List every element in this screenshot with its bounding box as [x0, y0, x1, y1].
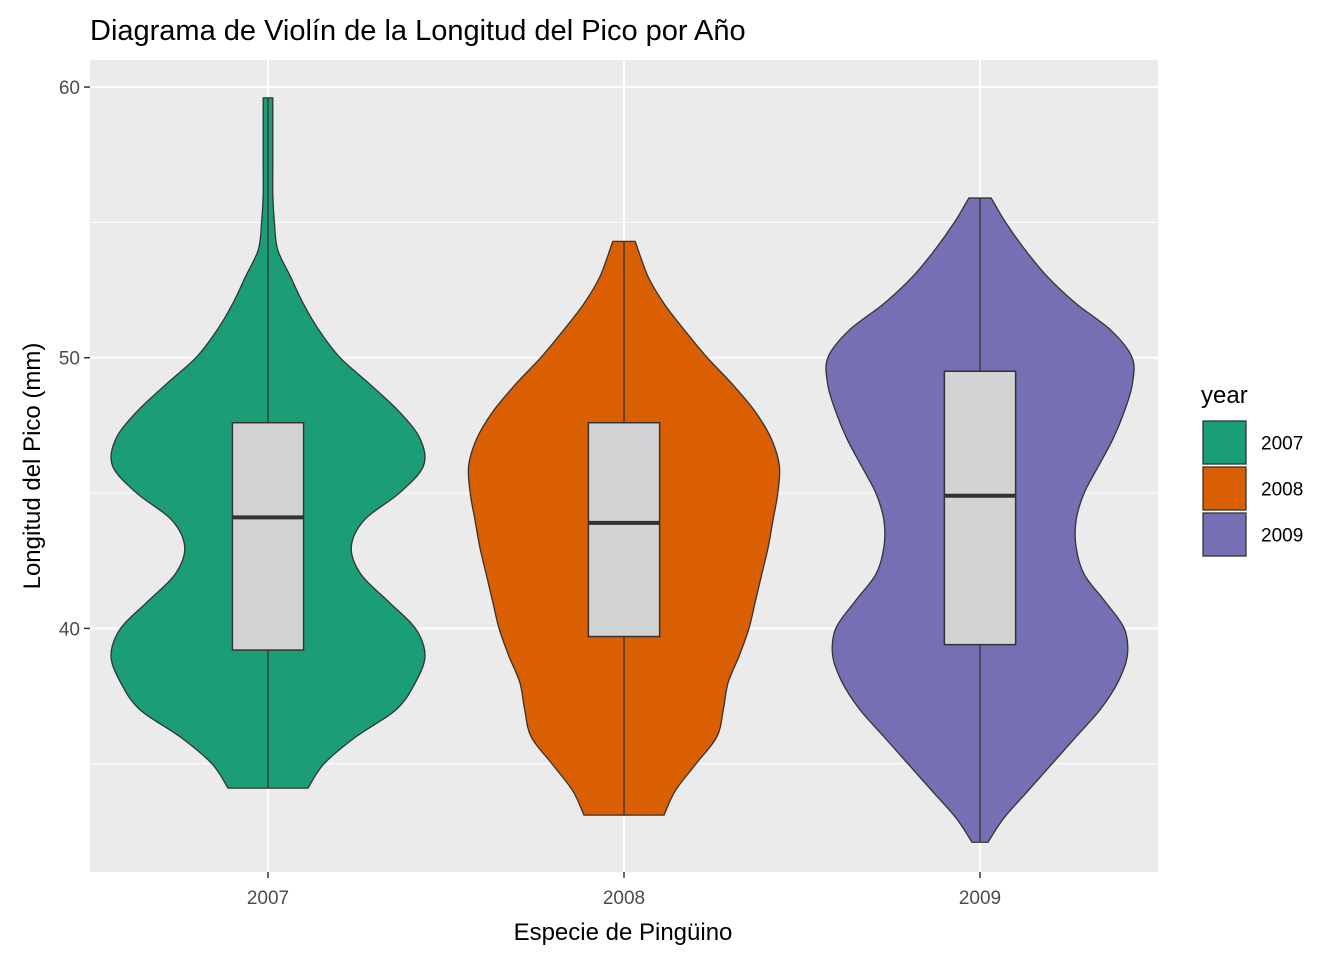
x-axis: 2007 2008 2009: [247, 872, 1001, 909]
legend-key-2007: [1202, 420, 1247, 465]
box-2007: [231, 421, 305, 651]
y-axis-title: Longitud del Pico (mm): [19, 343, 46, 590]
box-2009: [943, 370, 1017, 646]
legend-key-2008: [1202, 466, 1247, 511]
y-tick-label: 40: [59, 619, 80, 640]
legend-title: year: [1201, 382, 1248, 409]
y-tick-label: 50: [59, 349, 80, 370]
legend-key-2009: [1202, 512, 1247, 557]
legend-label-2007: 2007: [1261, 434, 1303, 455]
x-axis-title: Especie de Pingüino: [514, 919, 733, 946]
chart-title: Diagrama de Violín de la Longitud del Pi…: [90, 15, 746, 47]
legend-label-2008: 2008: [1261, 480, 1303, 501]
x-tick-label: 2008: [603, 888, 645, 909]
y-axis: 40 50 60: [59, 78, 90, 640]
boxplots: [231, 97, 1017, 843]
legend-label-2009: 2009: [1261, 526, 1303, 547]
box-2008: [587, 421, 661, 638]
y-tick-label: 60: [59, 78, 80, 99]
legend: year 2007 2008 2009: [1201, 382, 1303, 557]
x-tick-label: 2009: [959, 888, 1001, 909]
x-tick-label: 2007: [247, 888, 289, 909]
